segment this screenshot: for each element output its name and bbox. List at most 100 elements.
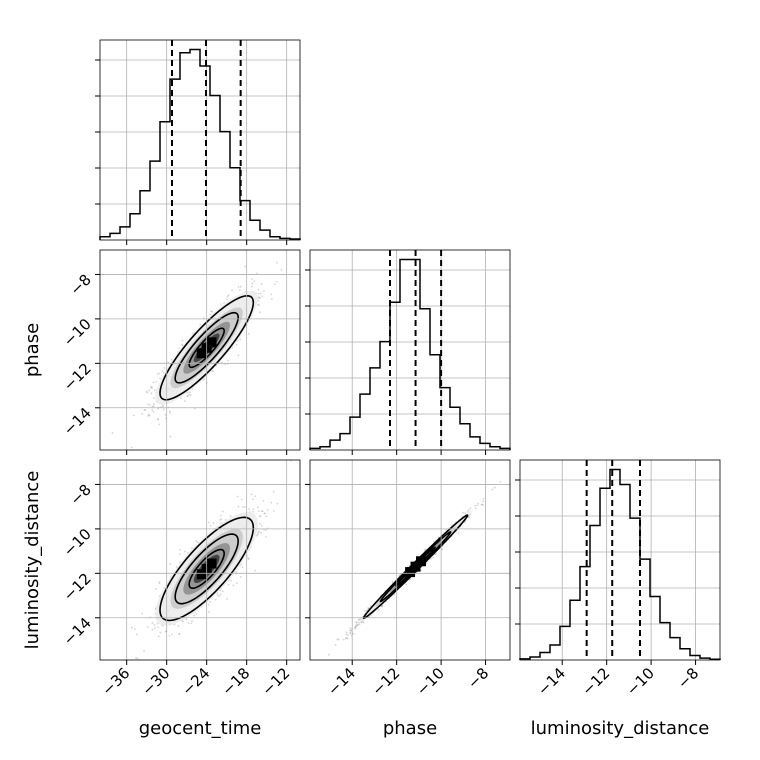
y-tick-label: −14 xyxy=(60,404,95,439)
scatter-point xyxy=(207,611,210,613)
scatter-point xyxy=(148,389,151,392)
scatter-point xyxy=(480,503,483,506)
y-tick-label: −10 xyxy=(60,525,95,560)
scatter-point xyxy=(457,532,460,535)
density-peak-bin xyxy=(196,569,207,580)
scatter-point xyxy=(145,390,148,393)
x-tick-label: −12 xyxy=(578,664,613,699)
scatter-point xyxy=(244,506,246,508)
scatter-point xyxy=(258,530,260,533)
scatter-point xyxy=(130,446,133,449)
scatter-point xyxy=(220,518,223,520)
scatter-point xyxy=(152,403,155,405)
histogram-phase xyxy=(309,258,511,450)
x-tick-label: −12 xyxy=(368,664,403,699)
scatter-point xyxy=(182,620,184,623)
scatter-point xyxy=(219,519,222,521)
scatter-point xyxy=(191,620,193,623)
scatter-point xyxy=(237,505,240,508)
density-layer xyxy=(321,481,502,664)
scatter-point xyxy=(273,283,276,286)
scatter-point xyxy=(181,339,184,342)
scatter-point xyxy=(251,285,253,288)
scatter-point xyxy=(464,512,467,515)
scatter-point xyxy=(481,503,483,506)
scatter-point xyxy=(147,413,150,416)
scatter-point xyxy=(327,653,330,656)
scatter-point xyxy=(399,573,402,576)
scatter-point xyxy=(344,637,347,640)
scatter-point xyxy=(209,524,212,527)
scatter-point xyxy=(441,548,444,551)
scatter-point xyxy=(354,627,357,630)
scatter-point xyxy=(155,588,157,590)
scatter-point xyxy=(349,627,352,629)
scatter-point xyxy=(188,393,191,396)
x-tick-label: −14 xyxy=(324,664,359,699)
scatter-point xyxy=(239,285,242,288)
scatter-point xyxy=(257,292,260,295)
scatter-point xyxy=(482,500,485,503)
scatter-point xyxy=(270,298,273,301)
scatter-point xyxy=(321,662,323,664)
x-tick-label: −12 xyxy=(258,664,293,699)
scatter-point xyxy=(435,552,437,555)
scatter-point xyxy=(424,548,427,551)
scatter-point xyxy=(257,299,260,302)
x-tick-label: −18 xyxy=(218,664,253,699)
scatter-point xyxy=(199,323,202,326)
scatter-point xyxy=(173,623,176,626)
scatter-point xyxy=(367,607,369,610)
contour-line xyxy=(159,516,255,622)
scatter-point xyxy=(143,409,146,411)
scatter-point xyxy=(256,533,259,536)
scatter-point xyxy=(238,289,241,292)
y-tick-label: −8 xyxy=(66,481,94,509)
y-axis-label-luminosity-distance: luminosity_distance xyxy=(22,471,43,650)
density-peak-bin xyxy=(416,556,427,567)
scatter-point xyxy=(247,557,250,560)
scatter-point xyxy=(167,361,169,364)
scatter-point xyxy=(178,633,181,635)
scatter-point xyxy=(241,566,244,569)
scatter-point xyxy=(231,289,233,292)
contour-line xyxy=(159,294,255,401)
scatter-point xyxy=(355,625,357,628)
scatter-point xyxy=(157,635,160,638)
scatter-point xyxy=(352,633,355,635)
scatter-point xyxy=(370,614,373,617)
scatter-point xyxy=(357,624,359,627)
scatter-point xyxy=(354,626,356,629)
scatter-point xyxy=(263,512,266,515)
scatter-point xyxy=(158,580,161,583)
scatter-point xyxy=(169,410,171,413)
scatter-point xyxy=(130,626,133,629)
scatter-point xyxy=(239,575,242,578)
scatter-point xyxy=(135,656,137,659)
scatter-point xyxy=(158,582,161,585)
scatter-point xyxy=(469,507,472,510)
scatter-point xyxy=(230,579,232,582)
x-tick-label: −24 xyxy=(178,664,213,699)
scatter-point xyxy=(239,338,242,341)
scatter-point xyxy=(408,564,411,567)
pair-panel-phase-vs-luminosity-distance xyxy=(321,481,502,664)
scatter-point xyxy=(272,510,275,512)
scatter-point xyxy=(280,268,283,271)
scatter-point xyxy=(265,536,267,538)
scatter-point xyxy=(153,389,156,392)
scatter-point xyxy=(398,574,401,577)
scatter-point xyxy=(149,386,152,389)
density-peak-bin xyxy=(196,348,207,359)
scatter-point xyxy=(227,583,230,586)
scatter-point xyxy=(235,571,238,573)
scatter-point xyxy=(381,605,384,608)
scatter-point xyxy=(272,490,275,493)
scatter-point xyxy=(236,495,239,498)
x-tick-label: −10 xyxy=(623,664,658,699)
scatter-point xyxy=(154,627,156,629)
pair-panel-geocent-time-vs-phase xyxy=(111,261,283,449)
scatter-point xyxy=(261,295,264,298)
scatter-point xyxy=(164,413,167,416)
scatter-point xyxy=(151,405,154,408)
